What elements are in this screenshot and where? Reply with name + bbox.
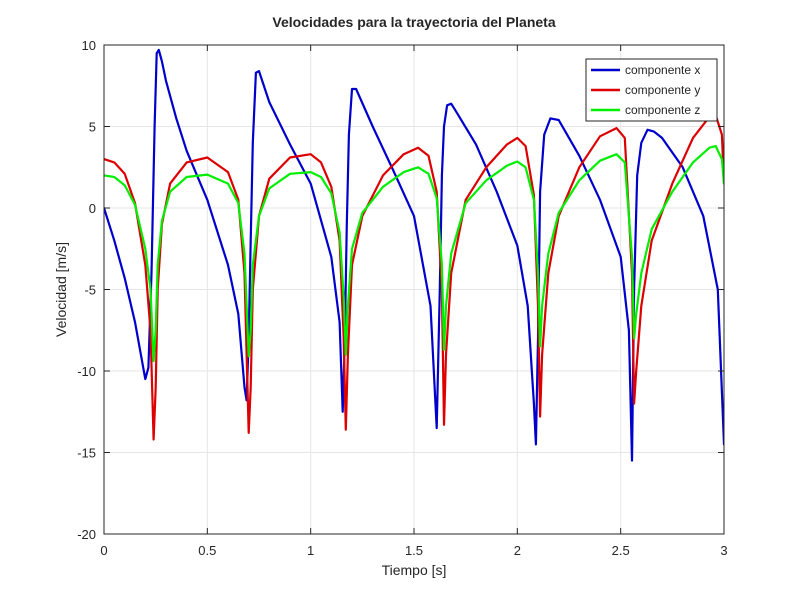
y-tick-label: -15 bbox=[77, 446, 96, 461]
axis-ticks: 0 0.5 1 1.5 2 2.5 3 -20 -15 -10 -5 0 5 10 bbox=[77, 38, 727, 558]
x-tick-label: 1.5 bbox=[405, 543, 423, 558]
y-tick-label: 5 bbox=[89, 120, 96, 135]
series-line-2 bbox=[104, 113, 724, 441]
legend-label: componente x bbox=[625, 63, 700, 77]
y-tick-label: 10 bbox=[82, 38, 96, 53]
x-tick-label: 1 bbox=[307, 543, 314, 558]
x-tick-label: 3 bbox=[720, 543, 727, 558]
x-tick-label: 2.5 bbox=[612, 543, 630, 558]
legend-label: componente z bbox=[625, 103, 700, 117]
series-line-1 bbox=[104, 48, 724, 462]
x-tick-label: 0 bbox=[100, 543, 107, 558]
x-axis-label: Tiempo [s] bbox=[382, 562, 447, 578]
legend-label: componente y bbox=[625, 83, 700, 97]
chart-title: Velocidades para la trayectoria del Plan… bbox=[272, 14, 555, 30]
series-layer bbox=[104, 48, 724, 462]
legend: componente x componente y componente z bbox=[585, 58, 718, 122]
y-tick-label: -20 bbox=[77, 527, 96, 542]
series-line-3 bbox=[104, 145, 724, 363]
y-tick-label: -10 bbox=[77, 364, 96, 379]
y-axis-label: Velocidad [m/s] bbox=[53, 242, 69, 337]
x-tick-label: 0.5 bbox=[198, 543, 216, 558]
y-tick-label: 0 bbox=[89, 201, 96, 216]
y-tick-label: -5 bbox=[84, 283, 96, 298]
x-tick-label: 2 bbox=[514, 543, 521, 558]
